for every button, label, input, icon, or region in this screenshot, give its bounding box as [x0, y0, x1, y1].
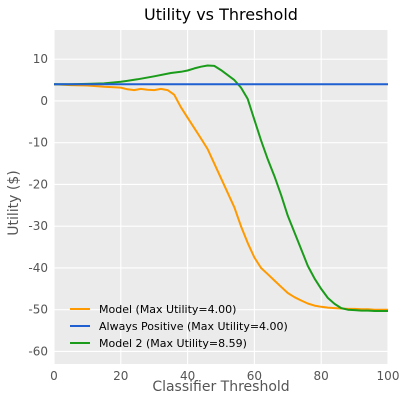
x-tick-label: 0: [50, 369, 58, 383]
y-tick-label: -30: [28, 219, 48, 233]
x-tick-label: 60: [247, 369, 262, 383]
legend-label: Model 2 (Max Utility=8.59): [99, 337, 247, 350]
y-tick-label: -50: [28, 303, 48, 317]
series-line-3: [54, 64, 388, 312]
legend: Model (Max Utility=4.00) Always Positive …: [70, 303, 288, 350]
x-tick-label: 20: [113, 369, 128, 383]
grid-lines: [53, 30, 389, 364]
x-tick-label: 100: [377, 369, 400, 383]
legend-label: Model (Max Utility=4.00): [99, 303, 236, 316]
x-tick-label: 80: [314, 369, 329, 383]
y-tick-label: -40: [28, 261, 48, 275]
legend-label: Always Positive (Max Utility=4.00): [99, 320, 288, 333]
x-tick-label: 40: [180, 369, 195, 383]
series-lines: [53, 64, 388, 312]
series-line-1: [53, 83, 388, 311]
y-tick-label: -20: [28, 177, 48, 191]
tick-labels: 0 20 40 60 80 100 -60 -50 -40 -30 -20 -10 0 10: [28, 52, 399, 383]
y-tick-label: -60: [28, 344, 48, 358]
chart-title: Utility vs Threshold: [144, 5, 298, 24]
y-tick-label: -10: [28, 136, 48, 150]
y-tick-label: 10: [33, 52, 48, 66]
y-tick-label: 0: [40, 94, 48, 108]
x-axis-label: Classifier Threshold: [152, 379, 289, 395]
y-axis-label: Utility ($): [6, 170, 22, 235]
